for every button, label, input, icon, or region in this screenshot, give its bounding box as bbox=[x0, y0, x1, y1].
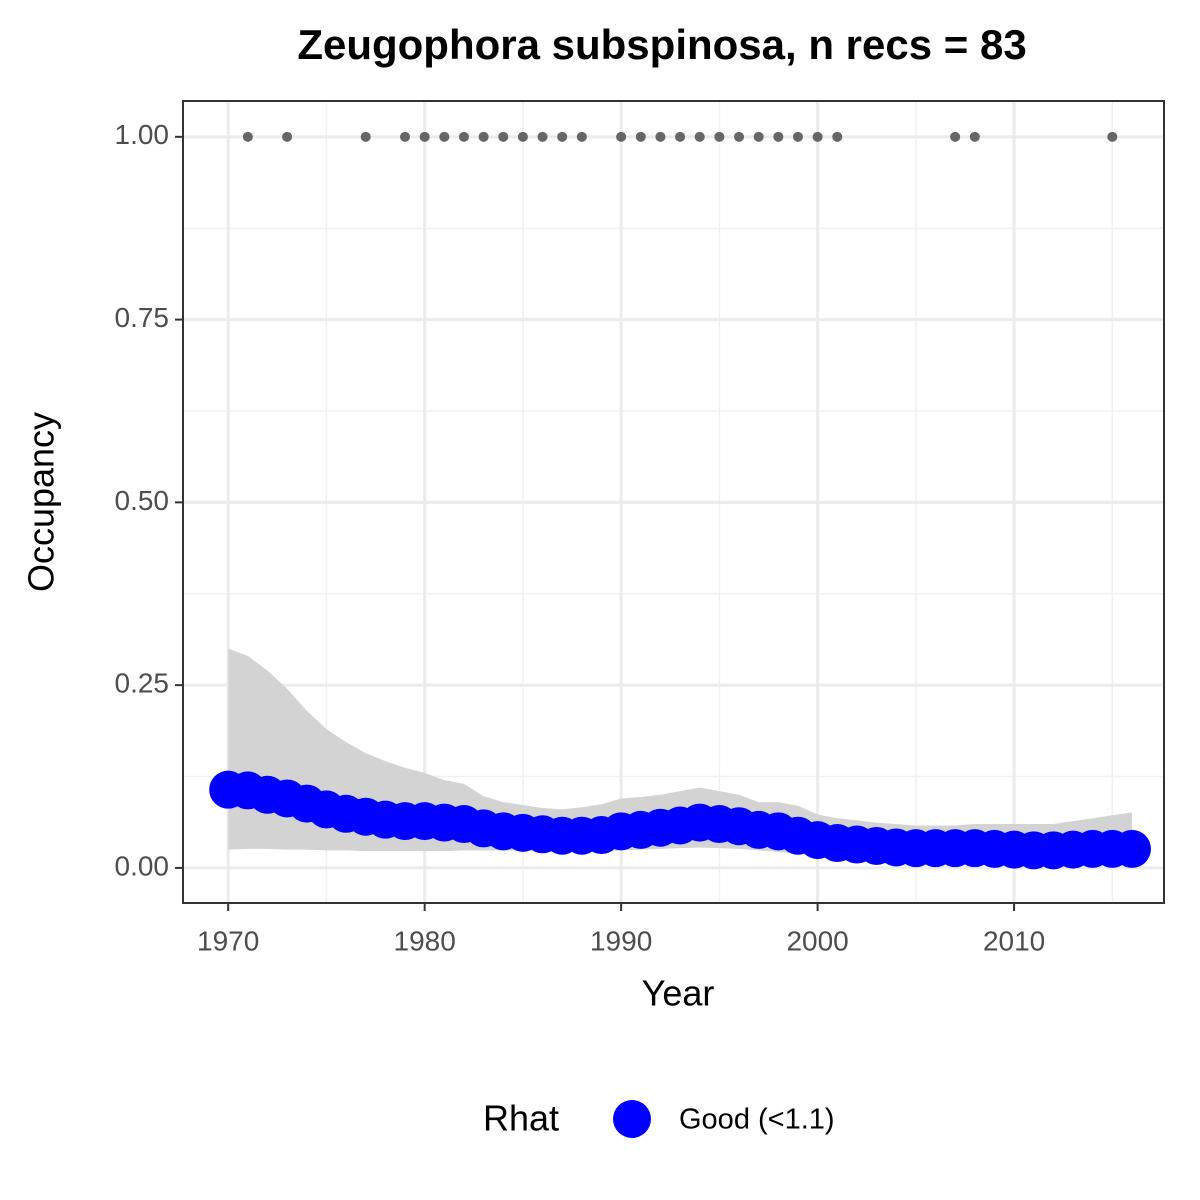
record-point bbox=[792, 131, 803, 142]
occupancy-point bbox=[1112, 829, 1151, 868]
record-point bbox=[734, 131, 745, 142]
plot-border bbox=[182, 100, 1165, 904]
record-point bbox=[557, 131, 568, 142]
x-tick-label: 1980 bbox=[394, 925, 456, 956]
record-point bbox=[400, 131, 411, 142]
y-tick-label: 1.00 bbox=[115, 119, 170, 150]
record-point bbox=[282, 131, 293, 142]
record-point bbox=[537, 131, 548, 142]
record-point bbox=[773, 131, 784, 142]
record-point bbox=[478, 131, 489, 142]
x-tick-label: 2000 bbox=[786, 925, 848, 956]
record-point bbox=[714, 131, 725, 142]
x-axis-title: Year bbox=[642, 973, 715, 1014]
record-point bbox=[675, 131, 686, 142]
y-tick-label: 0.00 bbox=[115, 850, 170, 881]
record-point bbox=[517, 131, 528, 142]
legend-marker bbox=[613, 1100, 651, 1138]
record-point bbox=[950, 131, 961, 142]
record-point bbox=[635, 131, 646, 142]
x-tick-label: 1990 bbox=[590, 925, 652, 956]
record-point bbox=[419, 131, 430, 142]
legend-label: Good (<1.1) bbox=[679, 1104, 835, 1136]
record-point bbox=[655, 131, 666, 142]
record-point bbox=[832, 131, 843, 142]
record-point bbox=[753, 131, 764, 142]
y-tick-label: 0.75 bbox=[115, 302, 170, 333]
record-point bbox=[458, 131, 469, 142]
y-axis-title: Occupancy bbox=[21, 412, 62, 592]
record-point bbox=[360, 131, 371, 142]
record-point bbox=[694, 131, 705, 142]
x-tick-label: 2010 bbox=[983, 925, 1045, 956]
record-point bbox=[1107, 131, 1118, 142]
record-point bbox=[242, 131, 253, 142]
record-point bbox=[576, 131, 587, 142]
record-point bbox=[498, 131, 509, 142]
record-point bbox=[812, 131, 823, 142]
record-point bbox=[439, 131, 450, 142]
y-tick-label: 0.25 bbox=[115, 668, 170, 699]
legend-title: Rhat bbox=[483, 1098, 559, 1139]
chart-title: Zeugophora subspinosa, n recs = 83 bbox=[297, 21, 1026, 68]
record-point bbox=[969, 131, 980, 142]
y-tick-label: 0.50 bbox=[115, 485, 170, 516]
x-tick-label: 1970 bbox=[197, 925, 259, 956]
record-point bbox=[616, 131, 627, 142]
